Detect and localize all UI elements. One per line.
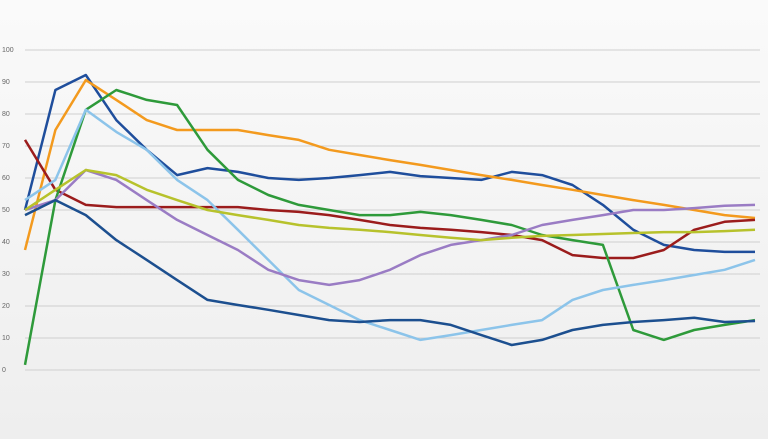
series-line (24, 198, 756, 347)
y-tick-label: 10 (2, 335, 10, 342)
y-tick-label: 40 (2, 239, 10, 246)
y-tick-label: 90 (2, 79, 10, 86)
y-tick-label: 70 (2, 143, 10, 150)
y-tick-label: 0 (2, 367, 6, 374)
series-line (24, 168, 756, 287)
y-tick-label: 50 (2, 207, 10, 214)
y-tick-label: 30 (2, 271, 10, 278)
y-tick-label: 60 (2, 175, 10, 182)
series-line (23, 78, 756, 251)
series-line (24, 108, 756, 342)
y-tick-label: 100 (2, 47, 14, 54)
y-tick-label: 80 (2, 111, 10, 118)
y-tick-label: 20 (2, 303, 10, 310)
series-line (23, 88, 756, 366)
series-line (23, 139, 756, 260)
series-line (24, 168, 756, 242)
